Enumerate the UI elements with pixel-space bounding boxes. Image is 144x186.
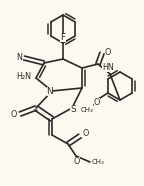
Text: S: S	[70, 105, 76, 113]
Text: O: O	[74, 156, 80, 166]
Text: HN: HN	[102, 62, 114, 71]
Text: O: O	[83, 129, 89, 139]
Text: O: O	[94, 97, 100, 107]
Text: CH₃: CH₃	[92, 159, 104, 165]
Text: H₂N: H₂N	[17, 71, 32, 81]
Text: CH₃: CH₃	[80, 107, 93, 113]
Text: F: F	[60, 33, 66, 41]
Text: N: N	[16, 52, 22, 62]
Text: O: O	[105, 47, 111, 57]
Text: O: O	[11, 110, 17, 118]
Text: N: N	[47, 86, 53, 95]
